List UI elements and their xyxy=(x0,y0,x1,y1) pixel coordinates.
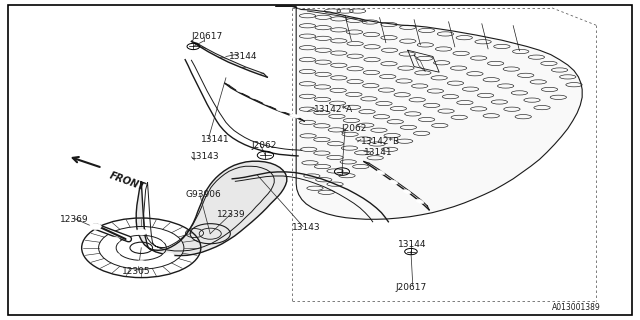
Text: 13141: 13141 xyxy=(201,135,230,144)
Text: 13144: 13144 xyxy=(229,52,257,61)
Text: 13141: 13141 xyxy=(364,148,392,157)
Ellipse shape xyxy=(276,108,287,112)
Circle shape xyxy=(136,261,147,266)
Ellipse shape xyxy=(416,199,424,204)
Circle shape xyxy=(108,237,120,243)
Polygon shape xyxy=(276,6,582,219)
Text: A013001389: A013001389 xyxy=(552,303,601,312)
Text: 13142*A: 13142*A xyxy=(314,105,353,114)
Text: G93906: G93906 xyxy=(185,190,221,199)
Text: 13143: 13143 xyxy=(191,152,220,161)
Ellipse shape xyxy=(377,170,385,175)
Circle shape xyxy=(163,237,174,243)
Circle shape xyxy=(90,224,101,229)
Circle shape xyxy=(163,253,174,259)
Text: 13142*B: 13142*B xyxy=(361,137,400,146)
Ellipse shape xyxy=(250,95,260,99)
Ellipse shape xyxy=(290,114,300,118)
Text: 13144: 13144 xyxy=(398,240,427,249)
Polygon shape xyxy=(136,161,287,256)
Text: J2062: J2062 xyxy=(251,141,276,150)
Circle shape xyxy=(108,253,120,259)
Ellipse shape xyxy=(263,101,273,105)
Text: J20617: J20617 xyxy=(396,283,426,292)
Polygon shape xyxy=(225,83,305,121)
Circle shape xyxy=(136,229,147,235)
Text: 12305: 12305 xyxy=(122,267,151,276)
Text: 12339: 12339 xyxy=(216,210,245,220)
Text: J20617: J20617 xyxy=(191,32,223,41)
Ellipse shape xyxy=(237,89,247,93)
Text: 12369: 12369 xyxy=(60,215,88,224)
Text: 13143: 13143 xyxy=(292,223,321,232)
Text: FRONT: FRONT xyxy=(108,170,147,192)
Polygon shape xyxy=(364,162,429,210)
Ellipse shape xyxy=(390,180,397,184)
Text: J2062: J2062 xyxy=(342,124,367,133)
Ellipse shape xyxy=(403,190,411,194)
Polygon shape xyxy=(191,42,268,77)
